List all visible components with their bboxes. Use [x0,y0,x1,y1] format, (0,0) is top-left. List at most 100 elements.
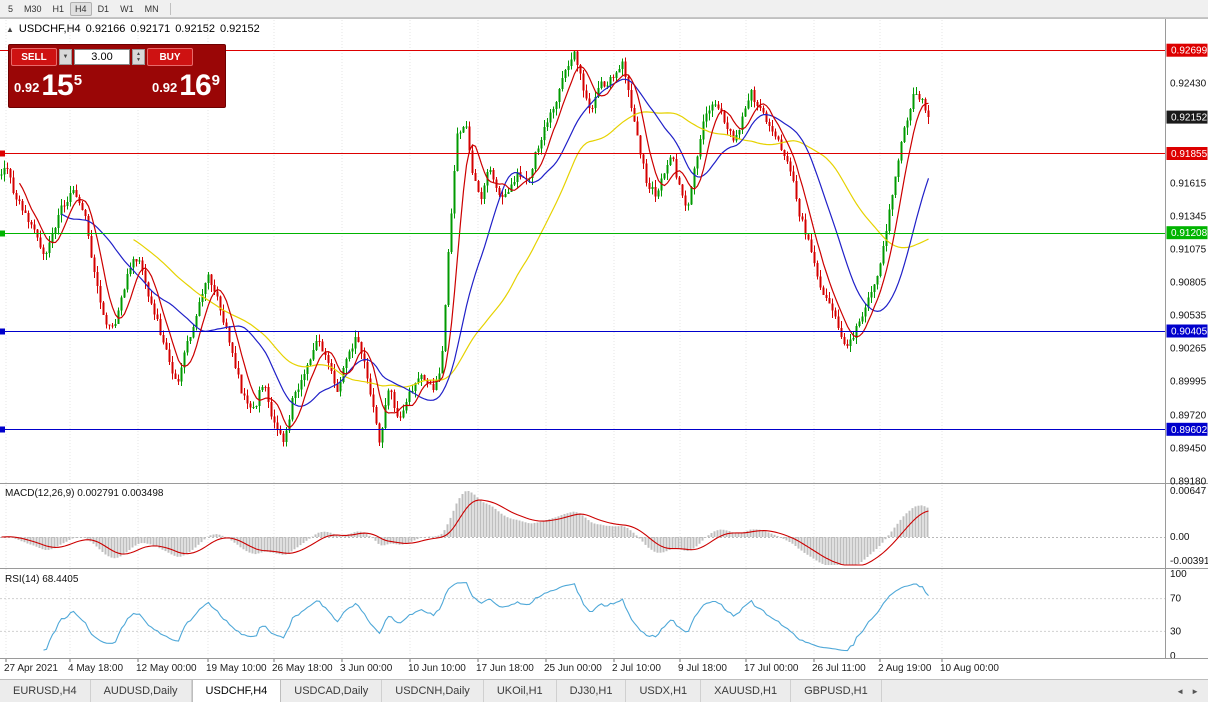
tab-DJ30-H1[interactable]: DJ30,H1 [556,680,627,702]
tab-scroll-left-icon[interactable]: ◄ [1176,686,1185,696]
time-axis-label: 3 Jun 00:00 [340,663,393,674]
time-axis-label: 10 Jun 10:00 [408,663,466,674]
price-tick-label: 0.90265 [1170,344,1207,355]
timeframe-d1[interactable]: D1 [97,3,110,14]
tab-USDCHF-H4[interactable]: USDCHF,H4 [191,680,282,702]
toolbar-separator [169,2,171,15]
time-axis-label: 2 Aug 19:00 [878,663,932,674]
horizontal-lines-layer[interactable] [0,49,1166,433]
spinner-up-icon[interactable]: ▲ [136,51,141,57]
volume-dropdown-icon[interactable]: ▼ [59,49,72,65]
ohlc-high: 0.92171 [130,23,171,35]
tab-UKOil-H1[interactable]: UKOil,H1 [483,680,557,702]
rsi-line [43,582,929,652]
tab-GBPUSD-H1[interactable]: GBPUSD,H1 [791,680,882,702]
ohlc-open: 0.92166 [85,23,126,35]
ma-slow-line [133,111,929,388]
price-tick-label: 0.91615 [1170,178,1207,189]
macd-signal-line [1,499,929,566]
chart-tabs: EURUSD,H4 AUDUSD,Daily USDCHF,H4 USDCAD,Dai… [0,680,882,702]
price-line-label: 0.89602 [1171,425,1208,436]
price-tick-label: 0.92430 [1170,79,1207,90]
ma-mid-line [61,78,930,407]
bid-big-figure: 0.92 [14,80,40,95]
macd-axis-label: 0.00 [1170,532,1190,543]
ask-price: 0.92 16 9 [152,69,220,103]
tab-scroll-right-icon[interactable]: ► [1191,686,1199,696]
price-line-label: 0.92152 [1171,113,1208,124]
buy-button[interactable]: BUY [147,48,193,66]
price-tick-label: 0.90805 [1170,278,1207,289]
moving-averages-layer [18,65,930,429]
tab-USDCNH-Daily[interactable]: USDCNH,Daily [382,680,484,702]
time-axis: 27 Apr 2021 4 May 18:00 12 May 00:00 19 May… [4,659,999,674]
volume-input[interactable] [74,49,130,65]
sell-button[interactable]: SELL [11,48,57,66]
time-axis-label: 26 Jul 11:00 [812,663,866,674]
bid-pipette: 5 [73,72,83,89]
timeframe-m30[interactable]: M30 [24,3,42,14]
time-axis-label: 12 May 00:00 [136,663,197,674]
line-handle[interactable] [0,150,5,157]
price-tick-label: 0.89180 [1170,477,1207,488]
price-tick-label: 0.91075 [1170,245,1207,256]
spinner-down-icon[interactable]: ▼ [136,57,141,63]
chart-tab-bar: EURUSD,H4 AUDUSD,Daily USDCHF,H4 USDCAD,Dai… [0,679,1208,702]
timeframe-h1[interactable]: H1 [52,3,65,14]
rsi-axis-label: 70 [1170,594,1182,605]
price-line-label: 0.91855 [1171,149,1208,160]
price-line-label-box [1166,226,1208,240]
bid-price: 0.92 15 5 [14,69,82,103]
one-click-trading-panel: SELL ▼ ▲▼ BUY 0.92 15 5 0.92 16 9 [8,44,226,108]
ma-fast-line [18,65,929,429]
chart-ohlc-header: ▲ USDCHF,H4 0.92166 0.92171 0.92152 0.92… [6,23,260,35]
timeframe-h4[interactable]: H4 [70,1,92,16]
line-handle[interactable] [0,426,5,433]
price-line-label-box [1166,43,1208,57]
price-tick-label: 0.89720 [1170,410,1207,421]
line-handle[interactable] [0,230,5,237]
rsi-indicator-label: RSI(14) 68.4405 [5,574,79,585]
time-axis-label: 9 Jul 18:00 [678,663,727,674]
time-axis-label: 17 Jun 18:00 [476,663,534,674]
macd-panel: MACD(12,26,9) 0.002791 0.003498 0.00647 0.… [0,486,1208,567]
macd-axis-label: -0.00391 [1170,556,1208,567]
rsi-axis-label: 0 [1170,651,1176,662]
rsi-axis-label: 100 [1170,569,1187,580]
tab-scroll-arrows: ◄ ► [1167,680,1208,702]
timeframe-w1[interactable]: W1 [120,3,134,14]
tab-EURUSD-H4[interactable]: EURUSD,H4 [0,680,91,702]
tab-USDX-H1[interactable]: USDX,H1 [626,680,702,702]
price-tick-label: 0.89995 [1170,377,1207,388]
ask-big-figure: 0.92 [151,80,178,95]
volume-spinner[interactable]: ▲ ▼ [132,49,145,65]
price-tick-label: 0.91345 [1170,211,1207,222]
ohlc-low: 0.92152 [175,23,215,35]
price-line-label: 0.92699 [1171,46,1208,57]
tab-USDCAD-Daily[interactable]: USDCAD,Daily [281,680,383,702]
timeframe-mn[interactable]: MN [144,3,159,14]
time-axis-label: 27 Apr 2021 [4,663,58,674]
timeframe-m5[interactable]: 5 [8,3,14,14]
panel-separators [0,18,1208,659]
chart-symbol-icon: ▲ [6,24,14,34]
tab-AUDUSD-Daily[interactable]: AUDUSD,Daily [90,680,192,702]
price-line-label: 0.91208 [1171,228,1208,239]
time-axis-label: 4 May 18:00 [68,663,123,674]
grid-layer [5,20,943,656]
candlestick-layer [0,50,930,449]
line-handle[interactable] [0,328,5,335]
price-line-label-box [1166,422,1208,436]
rsi-axis-label: 30 [1170,626,1182,637]
time-axis-label: 17 Jul 00:00 [744,663,799,674]
price-line-label: 0.90405 [1171,327,1208,338]
price-tick-label: 0.90535 [1170,311,1207,322]
macd-axis-label: 0.00647 [1170,486,1207,497]
ask-pips: 16 [179,69,211,102]
ohlc-close: 0.92152 [219,23,260,35]
tab-XAUUSD-H1[interactable]: XAUUSD,H1 [701,680,792,702]
price-line-label-box [1166,147,1208,160]
price-line-label-box [1166,324,1208,338]
time-axis-label: 26 May 18:00 [272,663,333,674]
